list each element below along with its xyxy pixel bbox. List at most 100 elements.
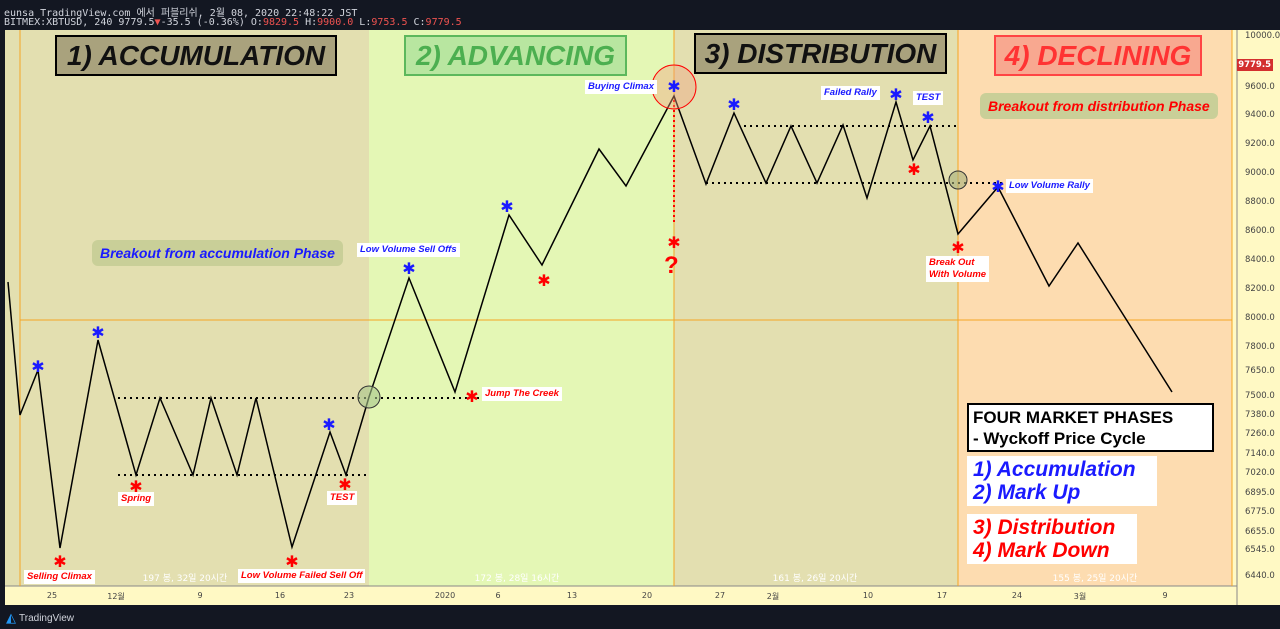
asterisk-marker-icon: ✱ — [951, 238, 964, 257]
asterisk-marker-icon: ✱ — [500, 197, 513, 216]
label-test-accumulation: TEST — [327, 491, 358, 505]
ohlc-bar: BITMEX:XBTUSD, 240 9779.5▼-35.5 (-0.36%)… — [4, 17, 462, 28]
asterisk-marker-icon: ✱ — [907, 160, 920, 179]
price-tick: 8600.0 — [1245, 226, 1275, 236]
asterisk-marker-icon: ✱ — [537, 271, 550, 290]
time-tick: 2020 — [434, 591, 456, 600]
bg-distribution — [674, 30, 958, 586]
time-tick: 9 — [197, 591, 203, 600]
asterisk-marker-icon: ✱ — [53, 552, 66, 571]
callout-breakout-distribution: Breakout from distribution Phase — [980, 93, 1218, 119]
bar-count-declining: 155 봉, 25일 20시간 — [1052, 574, 1138, 584]
price-tick: 7020.0 — [1245, 468, 1275, 478]
price-tick: 7650.0 — [1245, 366, 1275, 376]
l-label: L: — [359, 17, 372, 28]
symbol: BITMEX:XBTUSD, 240 — [4, 17, 113, 28]
current-price-tag: 9779.5 — [1237, 59, 1273, 71]
label-failed-rally: Failed Rally — [821, 86, 880, 100]
chart-canvas[interactable]: ✱ ✱ ✱ ✱ ✱ ✱ ✱ ✱ ✱ ✱ ✱ ✱ ✱ ✱ ✱ ✱ ✱ ✱ ✱ 1) ACCUMULATION 2) A… — [5, 30, 1280, 605]
phase-title-advancing: 2) ADVANCING — [404, 35, 627, 76]
price-tick: 8800.0 — [1245, 197, 1275, 207]
asterisk-marker-icon: ✱ — [129, 477, 142, 496]
legend-subtitle: - Wyckoff Price Cycle — [973, 429, 1146, 448]
label-break-out-line2: With Volume — [929, 269, 987, 280]
price-tick: 9200.0 — [1245, 139, 1275, 149]
callout-breakout-accumulation: Breakout from accumulation Phase — [92, 240, 343, 266]
label-break-out-with-volume: Break Out With Volume — [926, 256, 990, 282]
close: 9779.5 — [425, 17, 462, 28]
time-tick: 25 — [46, 591, 58, 600]
price-tick: 9600.0 — [1245, 82, 1275, 92]
price-tick: 7260.0 — [1245, 429, 1275, 439]
label-selling-climax: Selling Climax — [24, 570, 95, 584]
asterisk-marker-icon: ✱ — [727, 95, 740, 114]
asterisk-marker-icon: ✱ — [285, 552, 298, 571]
time-tick: 16 — [274, 591, 286, 600]
footer-brand[interactable]: ◭ TradingView — [6, 610, 74, 626]
publish-info: eunsa TradingView.com 에서 퍼블리쉬, 2월 08, 20… — [4, 8, 358, 19]
c-label: C: — [413, 17, 426, 28]
label-low-volume-sell-offs: Low Volume Sell Offs — [357, 243, 460, 257]
asterisk-marker-icon: ✱ — [889, 85, 902, 104]
last-price: 9779.5 — [118, 17, 155, 28]
high: 9900.0 — [317, 17, 354, 28]
asterisk-marker-icon: ✱ — [402, 259, 415, 278]
label-low-volume-failed-sell-off: Low Volume Failed Sell Off — [238, 569, 366, 583]
price-tick: 7380.0 — [1245, 410, 1275, 420]
price-tick: 8000.0 — [1245, 313, 1275, 323]
breakout-circle — [948, 170, 968, 190]
time-tick: 13 — [566, 591, 578, 600]
price-tick: 7500.0 — [1245, 391, 1275, 401]
time-tick: 3월 — [1073, 592, 1087, 601]
label-test-distribution: TEST — [913, 91, 944, 105]
bar-count-accumulation: 197 봉, 32일 20시간 — [142, 574, 228, 584]
h-label: H: — [305, 17, 318, 28]
legend-accumulation: 1) Accumulation — [973, 458, 1136, 481]
asterisk-marker-icon: ✱ — [91, 323, 104, 342]
asterisk-marker-icon: ✱ — [31, 357, 44, 376]
time-tick: 24 — [1011, 591, 1023, 600]
time-tick: 6 — [495, 591, 501, 600]
question-mark: ? — [664, 252, 679, 279]
tradingview-logo-icon: ◭ — [6, 610, 16, 625]
open: 9829.5 — [262, 17, 300, 28]
phase-title-distribution: 3) DISTRIBUTION — [694, 33, 947, 74]
price-tick: 9000.0 — [1245, 168, 1275, 178]
phase-title-accumulation: 1) ACCUMULATION — [55, 35, 337, 76]
low: 9753.5 — [371, 17, 408, 28]
asterisk-marker-icon: ✱ — [991, 177, 1004, 196]
price-axis-bg — [1232, 30, 1280, 605]
bg-advancing — [369, 30, 674, 586]
time-tick: 12월 — [107, 592, 125, 601]
legend-markup: 2) Mark Up — [973, 481, 1081, 504]
asterisk-marker-icon: ✱ — [921, 108, 934, 127]
asterisk-marker-icon: ✱ — [667, 233, 680, 252]
price-tick: 6655.0 — [1245, 527, 1275, 537]
label-low-volume-rally: Low Volume Rally — [1006, 179, 1093, 193]
legend-markdown: 4) Mark Down — [973, 539, 1110, 562]
label-break-out-line1: Break Out — [929, 257, 975, 268]
time-tick: 2월 — [766, 592, 780, 601]
price-tick: 10000.0 — [1245, 31, 1280, 41]
price-tick: 6775.0 — [1245, 507, 1275, 517]
label-spring: Spring — [118, 492, 155, 506]
asterisk-marker-icon: ✱ — [465, 387, 478, 406]
asterisk-marker-icon: ✱ — [338, 475, 351, 494]
price-tick: 9400.0 — [1245, 110, 1275, 120]
bar-count-advancing: 172 봉, 28일 16시간 — [474, 574, 560, 584]
legend-red-phases: 3) Distribution 4) Mark Down — [967, 514, 1137, 564]
asterisk-marker-icon: ✱ — [667, 77, 680, 96]
time-tick: 20 — [641, 591, 653, 600]
legend-blue-phases: 1) Accumulation 2) Mark Up — [967, 456, 1157, 506]
o-label: O: — [250, 17, 263, 28]
price-path — [7, 94, 1173, 550]
price-tick: 8400.0 — [1245, 255, 1275, 265]
brand-name: TradingView — [19, 612, 75, 624]
legend-title: FOUR MARKET PHASES — [973, 408, 1174, 427]
phase-title-declining: 4) DECLINING — [994, 35, 1202, 76]
price-tick: 6895.0 — [1245, 488, 1275, 498]
time-tick: 27 — [714, 591, 726, 600]
legend-title-box: FOUR MARKET PHASES - Wyckoff Price Cycle — [967, 403, 1214, 452]
price-tick: 6440.0 — [1245, 571, 1275, 581]
time-tick: 17 — [936, 591, 948, 600]
